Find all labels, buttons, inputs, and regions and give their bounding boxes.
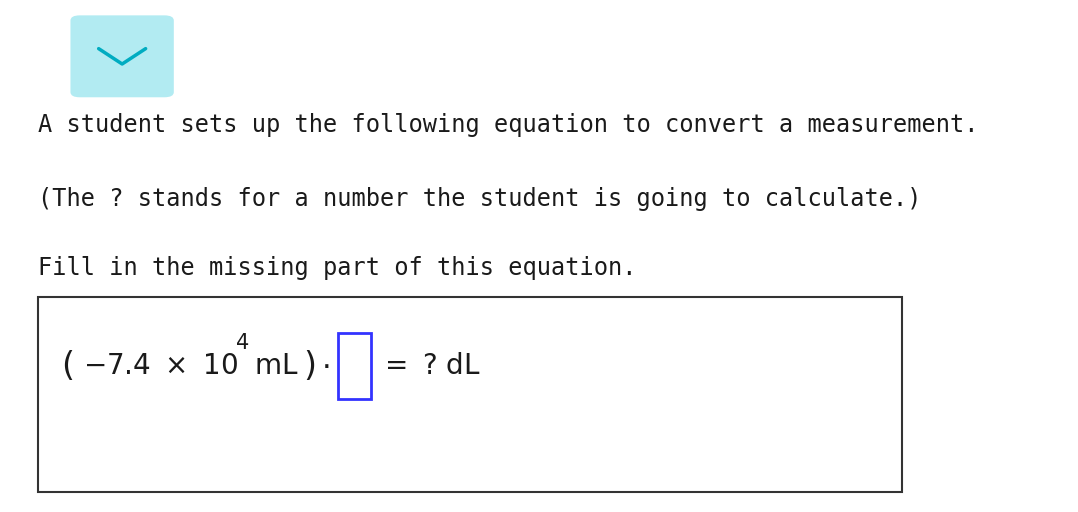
Text: $\cdot$: $\cdot$	[321, 352, 330, 380]
Bar	[338, 333, 371, 399]
Text: A student sets up the following equation to convert a measurement.: A student sets up the following equation…	[38, 113, 978, 137]
Text: $\mathrm{mL}$: $\mathrm{mL}$	[253, 352, 298, 380]
Text: Fill in the missing part of this equation.: Fill in the missing part of this equatio…	[38, 256, 636, 280]
Text: (The ? stands for a number the student is going to calculate.): (The ? stands for a number the student i…	[38, 187, 921, 211]
FancyBboxPatch shape	[70, 15, 174, 97]
Text: $4$: $4$	[235, 333, 249, 353]
Text: $-7.4\ \times\ 10$: $-7.4\ \times\ 10$	[83, 352, 237, 380]
FancyBboxPatch shape	[38, 297, 902, 492]
Text: $= \ ? \ \mathrm{dL}$: $= \ ? \ \mathrm{dL}$	[378, 352, 481, 380]
Text: $($: $($	[61, 349, 73, 383]
Text: $)$: $)$	[303, 349, 315, 383]
